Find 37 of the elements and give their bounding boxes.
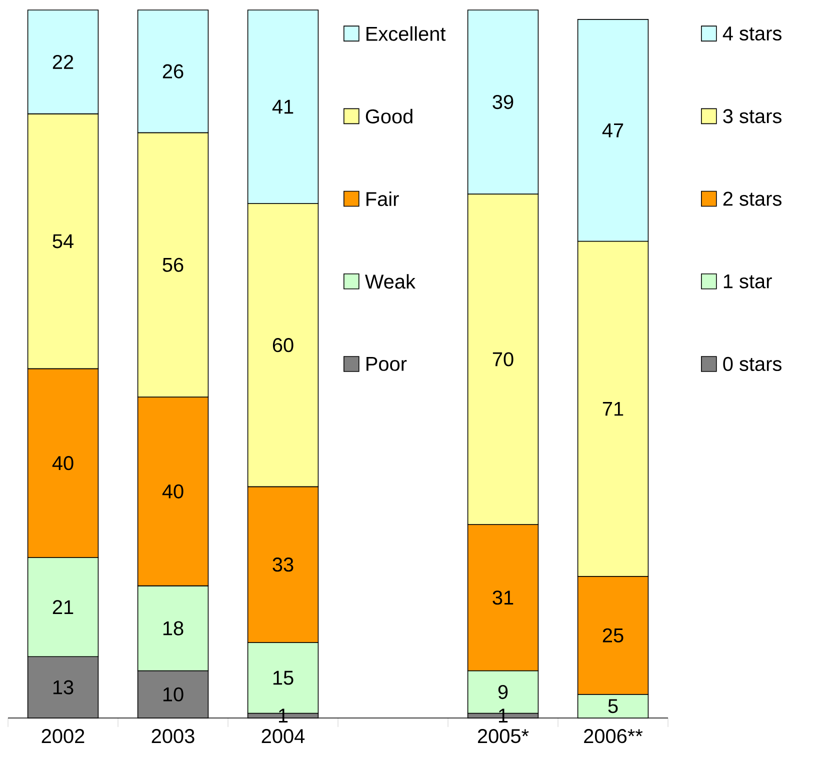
data-label: 56 (162, 258, 184, 272)
data-label: 71 (602, 402, 624, 416)
data-label: 60 (272, 338, 294, 352)
x-tick-label: 2005* (478, 729, 529, 744)
legend-label: Excellent (366, 26, 446, 41)
legend-label: 3 stars (723, 109, 782, 124)
data-label: 21 (52, 600, 74, 614)
x-tick-label: 2003 (152, 729, 194, 744)
data-label: 15 (273, 670, 294, 685)
data-label: 10 (163, 687, 184, 702)
data-label: 54 (52, 234, 74, 248)
data-label: 9 (498, 684, 508, 700)
data-label: 40 (52, 456, 74, 470)
data-label: 40 (162, 484, 184, 498)
data-label: 22 (52, 54, 74, 69)
data-label: 25 (602, 628, 624, 642)
legend-label: 4 stars (722, 26, 782, 41)
x-tick-label: 2006** (584, 729, 643, 744)
data-label: 33 (272, 558, 294, 572)
legend-label: 1 star (724, 274, 772, 288)
legend-label: Poor (366, 357, 407, 371)
legend-label: 0 stars (723, 356, 782, 372)
data-label: 13 (53, 680, 74, 694)
data-label: 39 (492, 94, 514, 110)
legend-label: 2 stars (723, 192, 782, 206)
data-label: 18 (163, 621, 184, 636)
x-tick-label: 2002 (42, 729, 84, 744)
legend-label: Weak (365, 274, 416, 289)
data-label: 26 (162, 64, 184, 78)
data-label: 47 (602, 123, 624, 138)
x-tick-label: 2004 (262, 729, 305, 744)
data-label: 5 (608, 699, 618, 714)
legend-label: Good (366, 108, 412, 124)
data-label: 31 (492, 590, 514, 605)
data-label: 70 (492, 352, 514, 366)
data-label: 41 (272, 100, 294, 114)
legend-label: Fair (366, 191, 399, 206)
